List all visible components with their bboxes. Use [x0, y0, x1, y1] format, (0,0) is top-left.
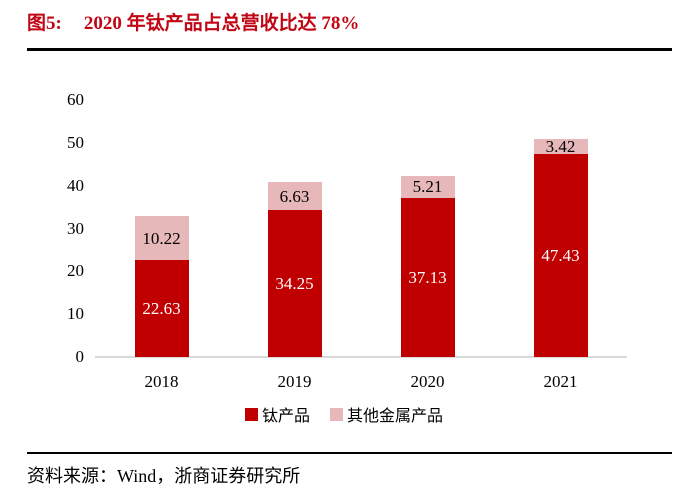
bar-value-label: 3.42: [545, 137, 576, 157]
legend-item: 其他金属产品: [330, 402, 443, 426]
legend-label: 其他金属产品: [347, 408, 444, 425]
title-rule: [27, 48, 672, 51]
x-axis-category-label: 2019: [277, 372, 312, 391]
bar-segment-钛产品: 47.43: [533, 153, 588, 357]
legend-swatch-icon: [330, 407, 343, 421]
source-text: 资料来源：Wind，浙商证券研究所: [27, 466, 301, 486]
bar-value-label: 5.21: [412, 177, 443, 197]
y-axis-tick-label: 10: [67, 304, 84, 324]
bar-value-label: 34.25: [275, 274, 314, 294]
chart-legend: 钛产品 其他金属产品: [0, 402, 688, 426]
y-axis-tick-label: 60: [67, 90, 84, 109]
figure-title: 图5: 2020 年钛产品占总营收比达 78%: [27, 8, 359, 35]
bar-segment-钛产品: 34.25: [267, 210, 322, 357]
legend-item: 钛产品: [244, 402, 310, 426]
x-axis-category-label: 2021: [543, 372, 578, 391]
bar-value-label: 37.13: [408, 267, 447, 287]
bar-segment-其他金属产品: 5.21: [400, 175, 455, 198]
x-axis-line: [95, 356, 627, 358]
bar-segment-钛产品: 37.13: [400, 197, 455, 357]
figure-label: 图5:: [27, 13, 62, 34]
legend-swatch-icon: [244, 407, 258, 421]
x-axis-category-label: 2020: [410, 372, 445, 391]
bar-segment-其他金属产品: 6.63: [267, 181, 322, 211]
bar-segment-钛产品: 22.63: [134, 260, 189, 357]
bar-segment-其他金属产品: 3.42: [533, 137, 588, 157]
bar-value-label: 47.43: [541, 245, 580, 265]
y-axis-tick-label: 50: [67, 132, 84, 152]
bar-value-label: 22.63: [142, 299, 181, 319]
y-axis-tick-label: 30: [67, 218, 84, 238]
x-axis-category-label: 2018: [144, 372, 179, 391]
bar-value-label: 6.63: [279, 186, 310, 206]
figure-title-text: 2020 年钛产品占总营收比达 78%: [83, 13, 360, 34]
bar-segment-其他金属产品: 10.22: [134, 216, 189, 261]
y-axis-tick-label: 20: [67, 261, 84, 281]
legend-label: 钛产品: [261, 408, 310, 425]
y-axis-tick-label: 0: [75, 347, 85, 366]
source-rule: [27, 452, 672, 454]
bar-value-label: 10.22: [142, 228, 181, 248]
y-axis-tick-label: 40: [67, 175, 84, 195]
